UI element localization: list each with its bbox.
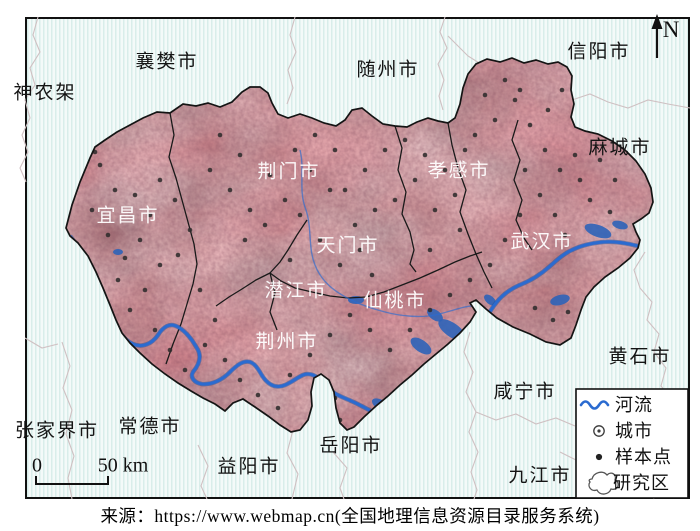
scale-zero: 0 [32,454,42,477]
region-label-yichang: 宜昌市 [96,205,160,227]
scale-distance: 50 km [97,454,149,477]
region-label-tianmen: 天门市 [316,235,380,257]
region-label-xiantao: 仙桃市 [363,290,427,312]
source-caption: 来源：https://www.webmap.cn(全国地理信息资源目录服务系统) [100,506,600,526]
region-label-jingzhou: 荆州市 [255,331,319,353]
city-label-xinyang: 信阳市 [567,41,631,63]
city-label-yueyang: 岳阳市 [319,435,383,457]
city-label-xianning: 咸宁市 [493,381,557,403]
city-label-changde: 常德市 [118,416,182,438]
city-label-zhangjiajie: 张家界市 [14,420,100,442]
city-label-macheng: 麻城市 [588,137,652,159]
city-label-huangshi: 黄石市 [608,346,672,368]
region-label-xiaogan: 孝感市 [427,160,491,182]
city-label-shennongjia: 神农架 [13,82,77,104]
city-label-yiyang: 益阳市 [217,456,281,478]
region-label-jingmen: 荆门市 [257,161,321,183]
legend-label-river: 河流 [615,395,653,415]
legend-label-city: 城市 [615,421,653,441]
legend-label-sample-point: 样本点 [615,447,672,467]
legend-label-study-area: 研究区 [613,473,670,493]
region-label-wuhan: 武汉市 [510,231,574,253]
region-label-qianjiang: 潜江市 [264,280,328,302]
city-label-jiujiang: 九江市 [508,465,572,487]
city-label-xiangfan: 襄樊市 [135,51,199,73]
north-label: N [662,17,680,42]
city-label-suizhou: 随州市 [356,59,420,81]
